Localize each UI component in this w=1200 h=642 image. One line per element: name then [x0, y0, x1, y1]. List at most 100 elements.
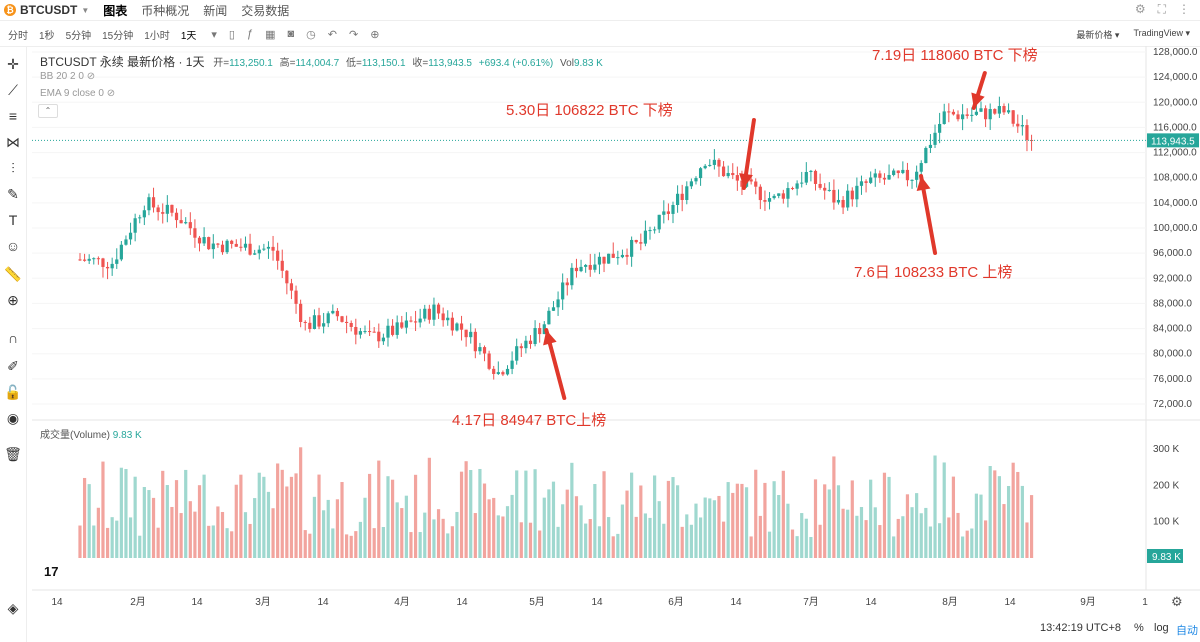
- tab-chart[interactable]: 图表: [103, 3, 128, 18]
- volume-bar: [128, 517, 133, 558]
- camera-icon[interactable]: ◙: [287, 28, 295, 40]
- volume-bar: [400, 508, 404, 558]
- current-volume-tag: [1147, 549, 1183, 563]
- pattern-icon[interactable]: ⋈: [6, 134, 20, 150]
- volume-bar: [165, 485, 169, 558]
- candle-body: [482, 347, 487, 354]
- brush-icon[interactable]: ✎: [7, 186, 19, 202]
- volume-bar: [197, 485, 202, 558]
- candle-body: [712, 159, 716, 165]
- horizontal-lines-icon[interactable]: ≡: [8, 108, 18, 124]
- time-tick-label: 4月: [394, 596, 410, 608]
- layers-icon[interactable]: ◈: [7, 600, 19, 616]
- ema-indicator-label[interactable]: EMA 9 close 0 ⊘: [40, 88, 116, 99]
- candle-body: [432, 304, 436, 320]
- fullscreen-icon[interactable]: ⛶: [1157, 2, 1166, 16]
- volume-bar: [841, 508, 845, 558]
- layout-icon[interactable]: ▦: [265, 28, 276, 41]
- tradingview-logo: 17: [44, 564, 59, 579]
- tab-trading-data[interactable]: 交易数据: [241, 3, 290, 18]
- timeframe-1d[interactable]: 1天: [180, 30, 197, 42]
- tab-coin-overview[interactable]: 币种概况: [141, 3, 190, 18]
- candle-body: [675, 193, 680, 205]
- auto-toggle[interactable]: 自动: [1176, 625, 1198, 637]
- settings-icon[interactable]: ⚙: [1134, 2, 1146, 16]
- volume-bar: [409, 532, 413, 558]
- chevron-down-icon[interactable]: ▼: [81, 5, 90, 15]
- bb-indicator-label[interactable]: BB 20 2 0 ⊘: [40, 71, 96, 82]
- candle-body: [308, 322, 312, 329]
- timeframe-realtime[interactable]: 分时: [8, 30, 28, 42]
- volume-bar: [363, 497, 367, 558]
- chart-provider-select[interactable]: TradingView ▾: [1133, 28, 1190, 38]
- ruler-icon[interactable]: 📏: [4, 266, 22, 282]
- percent-toggle[interactable]: %: [1134, 622, 1144, 634]
- volume-bar: [708, 498, 712, 558]
- add-icon[interactable]: ⊕: [370, 28, 380, 41]
- volume-bar: [510, 494, 514, 558]
- eye-off-icon: ⊘: [106, 88, 116, 99]
- volume-bar: [910, 507, 914, 558]
- log-toggle[interactable]: log: [1154, 622, 1169, 634]
- clock: 13:42:19 UTC+8: [1040, 622, 1122, 634]
- text-tool-icon[interactable]: T: [8, 212, 18, 228]
- timeframe-15m[interactable]: 15分钟: [102, 30, 134, 42]
- candle-body: [533, 328, 537, 345]
- trash-icon[interactable]: 🗑: [4, 446, 22, 462]
- vol-value: 9.83 K: [573, 58, 603, 69]
- timeframe-dropdown-icon[interactable]: ▾: [211, 28, 217, 41]
- trendline-icon[interactable]: ⟋: [8, 82, 18, 98]
- crosshair-icon[interactable]: ✛: [7, 56, 19, 72]
- volume-bar: [616, 533, 620, 558]
- magnet-icon[interactable]: ∩: [7, 330, 19, 346]
- price-type-select[interactable]: 最新价格 ▾: [1076, 30, 1120, 40]
- volume-bar: [579, 505, 583, 558]
- volume-bar: [193, 511, 197, 558]
- lock-icon[interactable]: 🔓: [4, 384, 22, 400]
- collapse-legend-button[interactable]: ⌃: [38, 104, 58, 118]
- volume-bar: [202, 474, 206, 558]
- undo-icon[interactable]: ↶: [327, 28, 337, 41]
- candle-body: [983, 108, 988, 120]
- candle-body: [938, 123, 942, 133]
- candle-body: [887, 174, 891, 180]
- fib-icon[interactable]: ⫶: [11, 160, 15, 176]
- volume-bar: [142, 487, 146, 558]
- volume-bar: [643, 513, 648, 558]
- candle-body: [510, 360, 514, 369]
- candle-body: [607, 253, 611, 264]
- volume-bar: [864, 520, 868, 558]
- volume-bar: [138, 535, 142, 558]
- emoji-icon[interactable]: ☺: [5, 238, 21, 254]
- zoom-in-icon[interactable]: ⊕: [7, 292, 19, 308]
- indicators-icon[interactable]: ƒ: [246, 28, 254, 40]
- alarm-icon[interactable]: ◷: [306, 28, 316, 41]
- candle-body: [1016, 123, 1020, 127]
- volume-bar: [593, 484, 597, 558]
- timeframe-1s[interactable]: 1秒: [39, 30, 55, 42]
- candle-body: [469, 331, 473, 338]
- timeframe-1h[interactable]: 1小时: [144, 30, 170, 42]
- volume-bar: [230, 531, 234, 558]
- candle-type-icon[interactable]: ▯: [228, 28, 235, 41]
- eye-icon[interactable]: ◉: [6, 410, 20, 426]
- candle-body: [698, 168, 703, 179]
- candle-body: [363, 331, 367, 333]
- volume-bar: [749, 536, 753, 558]
- candle-body: [671, 204, 675, 214]
- volume-bar: [482, 483, 487, 558]
- redo-icon[interactable]: ↷: [348, 28, 359, 41]
- candle-body: [161, 212, 165, 214]
- candle-body: [492, 368, 496, 374]
- volume-bar: [790, 529, 795, 558]
- candle-body: [322, 323, 326, 327]
- tab-news[interactable]: 新闻: [203, 3, 228, 18]
- volume-bar: [533, 469, 537, 558]
- volume-bar: [813, 479, 818, 558]
- lock-drawings-icon[interactable]: ✐: [7, 358, 19, 374]
- timeframe-5m[interactable]: 5分钟: [65, 30, 92, 42]
- symbol-selector[interactable]: BTCUSDT: [20, 3, 78, 17]
- more-icon[interactable]: ⋮: [1178, 2, 1190, 16]
- candle-body: [827, 189, 831, 191]
